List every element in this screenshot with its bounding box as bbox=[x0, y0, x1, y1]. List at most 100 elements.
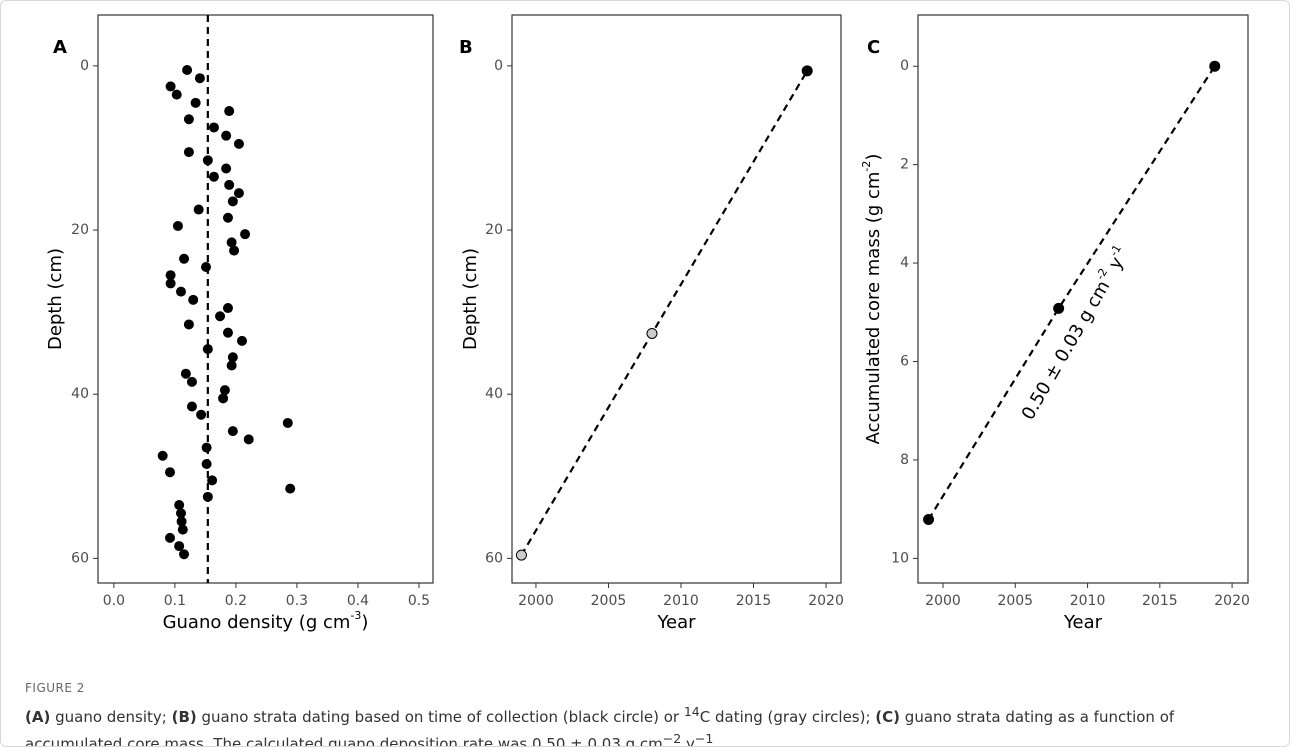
x-tick-label: 0.1 bbox=[164, 593, 186, 609]
point bbox=[222, 303, 233, 314]
panel-label: A bbox=[53, 37, 67, 58]
point bbox=[215, 311, 226, 322]
y-axis-title: Depth (cm) bbox=[45, 248, 66, 350]
x-axis-title: Guano density (g cm-3) bbox=[163, 609, 369, 633]
point bbox=[186, 401, 197, 412]
x-tick-label: 2000 bbox=[925, 593, 961, 609]
point bbox=[177, 524, 188, 535]
x-tick-label: 2020 bbox=[1214, 593, 1250, 609]
point bbox=[224, 106, 235, 117]
point bbox=[229, 245, 240, 256]
x-axis-title-end: ) bbox=[361, 612, 368, 633]
y-axis-title: Accumulated core mass (g cm-2) bbox=[860, 154, 884, 445]
point bbox=[282, 417, 293, 428]
point bbox=[202, 155, 213, 166]
point bbox=[243, 434, 254, 445]
point bbox=[183, 147, 194, 158]
caption-label: FIGURE 2 bbox=[25, 681, 85, 695]
point bbox=[165, 532, 176, 543]
y-tick-label: 60 bbox=[71, 550, 89, 566]
x-tick-label: 2000 bbox=[518, 593, 554, 609]
y-tick-label: 0 bbox=[494, 58, 503, 74]
point bbox=[237, 335, 248, 346]
caption-text: (A) guano density; (B) guano strata dati… bbox=[25, 701, 1265, 746]
y-axis-title-text: Depth (cm) bbox=[45, 248, 66, 350]
point bbox=[224, 179, 235, 190]
x-axis-title-sup: -3 bbox=[350, 609, 361, 622]
panel-label: B bbox=[459, 37, 473, 58]
point bbox=[923, 514, 935, 526]
x-tick-label: 0.3 bbox=[286, 593, 308, 609]
point bbox=[157, 450, 168, 461]
panel-label: C bbox=[867, 37, 880, 58]
point bbox=[171, 89, 182, 100]
point bbox=[175, 286, 186, 297]
point bbox=[202, 344, 213, 355]
y-tick-label: 2 bbox=[900, 157, 909, 173]
caption: FIGURE 2 (A) guano density; (B) guano st… bbox=[25, 677, 1265, 746]
point bbox=[201, 442, 212, 453]
point bbox=[183, 319, 194, 330]
x-tick-label: 2020 bbox=[808, 593, 844, 609]
rate-annotation: 0.50 ± 0.03 g cm-2 y-1 bbox=[1015, 242, 1133, 423]
panel-frame bbox=[97, 14, 434, 584]
point bbox=[196, 409, 207, 420]
x-axis-title: Year bbox=[656, 612, 696, 633]
point bbox=[515, 549, 527, 561]
fit-line bbox=[520, 70, 809, 556]
point bbox=[165, 467, 176, 478]
point bbox=[208, 171, 219, 182]
point bbox=[201, 458, 212, 469]
caption-part: C dating (gray circles); bbox=[699, 708, 876, 726]
point bbox=[193, 204, 204, 215]
point bbox=[172, 220, 183, 231]
point bbox=[233, 188, 244, 199]
point bbox=[646, 327, 658, 339]
caption-part: −1 bbox=[694, 731, 714, 746]
x-tick-label: 2015 bbox=[1142, 593, 1178, 609]
y-tick-label: 60 bbox=[485, 550, 503, 566]
point bbox=[201, 261, 212, 272]
point bbox=[227, 196, 238, 207]
point bbox=[1053, 302, 1065, 314]
y-tick-label: 8 bbox=[900, 452, 909, 468]
point bbox=[285, 483, 296, 494]
y-tick-label: 40 bbox=[485, 386, 503, 402]
point bbox=[186, 376, 197, 387]
point bbox=[208, 122, 219, 133]
y-axis-title: Depth (cm) bbox=[460, 248, 481, 350]
caption-part: guano strata dating based on time of col… bbox=[196, 708, 684, 726]
x-tick-label: 2015 bbox=[736, 593, 772, 609]
point bbox=[175, 508, 186, 519]
point bbox=[222, 327, 233, 338]
point bbox=[227, 426, 238, 437]
point bbox=[1209, 60, 1221, 72]
point bbox=[165, 278, 176, 289]
caption-part: −2 bbox=[662, 731, 682, 746]
x-tick-label: 0.5 bbox=[408, 593, 430, 609]
point bbox=[174, 541, 185, 552]
point bbox=[221, 163, 232, 174]
point bbox=[176, 516, 187, 527]
point bbox=[222, 212, 233, 223]
y-axis-title-text: Accumulated core mass (g cm bbox=[863, 172, 884, 445]
point bbox=[202, 491, 213, 502]
y-axis-title-sup: -2 bbox=[860, 161, 873, 172]
y-axis-title-end: ) bbox=[863, 154, 884, 161]
point bbox=[179, 253, 190, 264]
caption-part: 14 bbox=[683, 704, 700, 719]
y-axis-title-text: Depth (cm) bbox=[460, 248, 481, 350]
point bbox=[226, 237, 237, 248]
y-tick-label: 6 bbox=[900, 354, 909, 370]
point bbox=[165, 270, 176, 281]
point bbox=[233, 138, 244, 149]
y-tick-label: 20 bbox=[71, 222, 89, 238]
y-tick-label: 0 bbox=[900, 58, 909, 74]
x-axis-title-text: Year bbox=[656, 612, 696, 633]
panel-frame bbox=[917, 14, 1249, 584]
point bbox=[801, 65, 813, 77]
point bbox=[219, 385, 230, 396]
x-tick-label: 0.2 bbox=[225, 593, 247, 609]
panel-frame bbox=[511, 14, 842, 584]
